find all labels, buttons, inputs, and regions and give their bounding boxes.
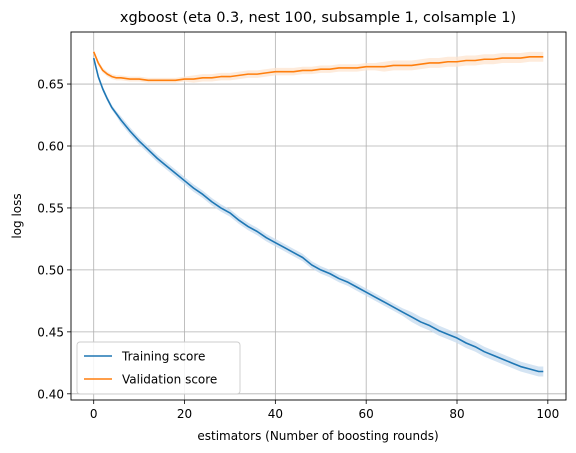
axis-ticks: 0 20 40 60 80 100 0.40 0.45 0.50 0.55 0.60 0.65: [37, 78, 559, 421]
validation-score-line: [92, 51, 544, 82]
training-score-line: [92, 57, 544, 373]
y-axis-label: log loss: [10, 193, 24, 238]
x-tick-label: 20: [177, 407, 192, 421]
y-tick-label: 0.40: [37, 387, 64, 401]
legend-label-training: Training score: [121, 350, 205, 364]
chart-title: xgboost (eta 0.3, nest 100, subsample 1,…: [120, 10, 516, 26]
y-tick-label: 0.55: [37, 201, 64, 215]
y-tick-label: 0.50: [37, 263, 64, 277]
legend-label-validation: Validation score: [122, 373, 217, 387]
validation-score-band: [93, 49, 544, 83]
x-tick-label: 100: [536, 407, 559, 421]
x-tick-label: 80: [449, 407, 464, 421]
legend-box: [76, 341, 241, 395]
x-tick-label: 0: [90, 407, 98, 421]
series-lines: [92, 51, 544, 373]
confidence-bands: [93, 49, 544, 377]
x-axis-label: estimators (Number of boosting rounds): [197, 429, 438, 443]
grid: [71, 32, 566, 400]
y-tick-label: 0.60: [37, 139, 64, 153]
y-tick-label: 0.45: [37, 325, 64, 339]
legend: Training score Validation score: [76, 341, 241, 395]
x-tick-label: 40: [268, 407, 283, 421]
plot-frame: [70, 31, 567, 401]
y-tick-label: 0.65: [37, 78, 64, 92]
x-tick-label: 60: [359, 407, 374, 421]
